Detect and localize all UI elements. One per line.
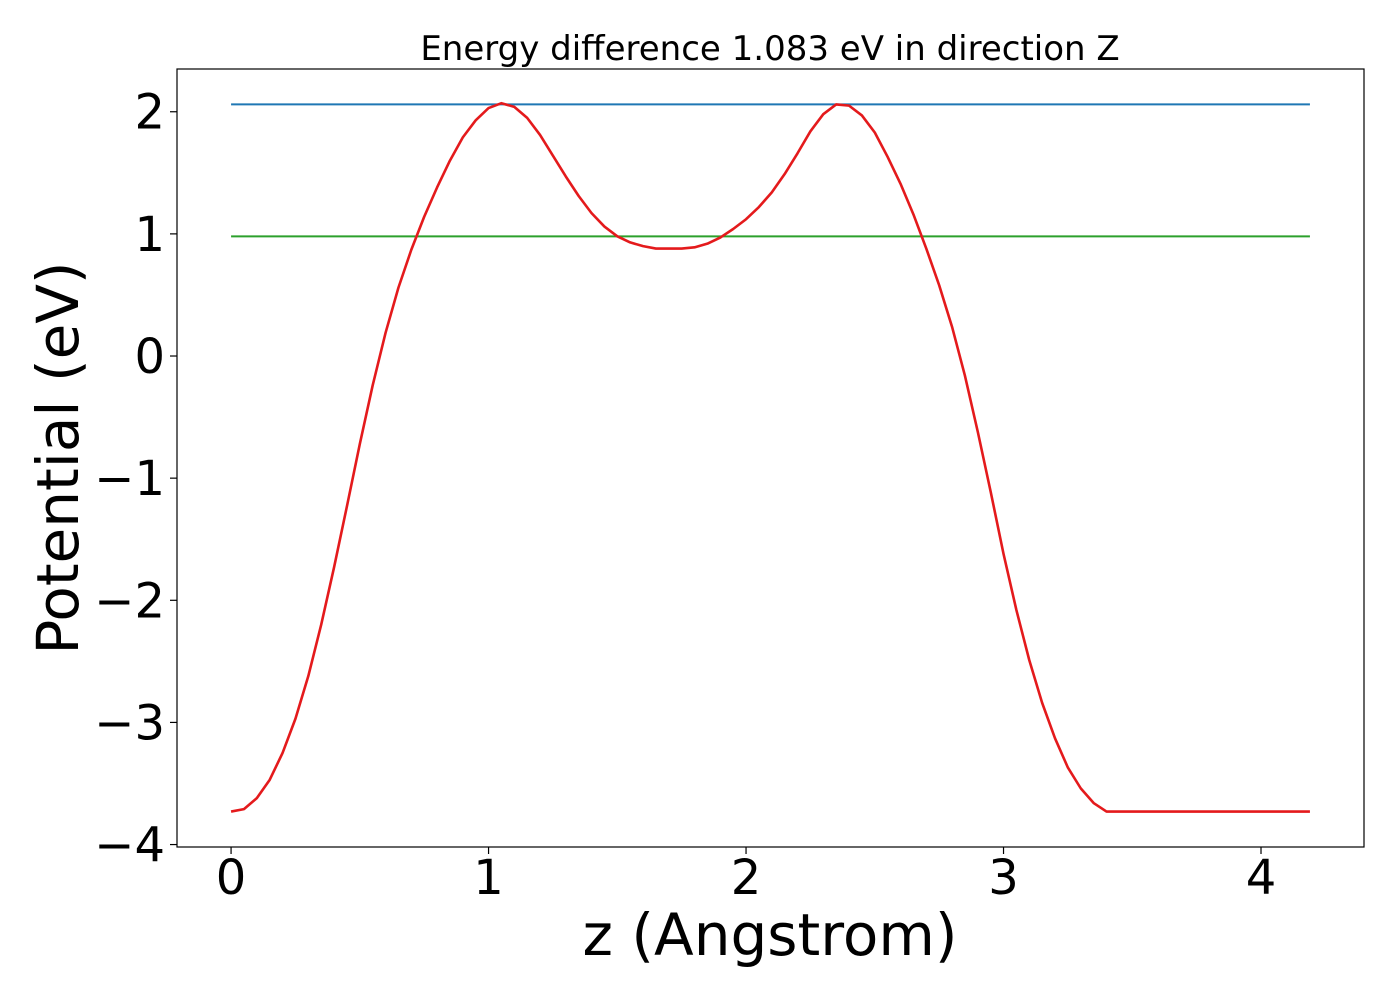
y-axis-ticks: −4 −3 −2 −1 0 1 2: [94, 85, 177, 874]
y-tick-label: 2: [134, 85, 165, 141]
x-tick-label: 4: [1246, 850, 1277, 906]
y-tick-label: 1: [134, 207, 165, 263]
x-axis-ticks: 0 1 2 3 4: [216, 847, 1276, 906]
x-tick-label: 3: [988, 850, 1019, 906]
y-tick-label: 0: [134, 329, 165, 385]
y-tick-label: −2: [94, 573, 165, 629]
y-tick-label: −1: [94, 451, 165, 507]
plot-frame: [176, 68, 1365, 848]
x-tick-label: 2: [731, 850, 762, 906]
y-tick-label: −4: [94, 818, 165, 874]
series-line-2: [230, 101, 1310, 813]
series-layer: [230, 101, 1310, 813]
y-axis-label: Potential (eV): [24, 261, 92, 654]
chart-title: Energy difference 1.083 eV in direction …: [420, 29, 1119, 69]
x-axis-label: z (Angstrom): [583, 901, 958, 969]
x-tick-label: 1: [473, 850, 504, 906]
x-tick-label: 0: [216, 850, 247, 906]
y-tick-label: −3: [94, 695, 165, 751]
